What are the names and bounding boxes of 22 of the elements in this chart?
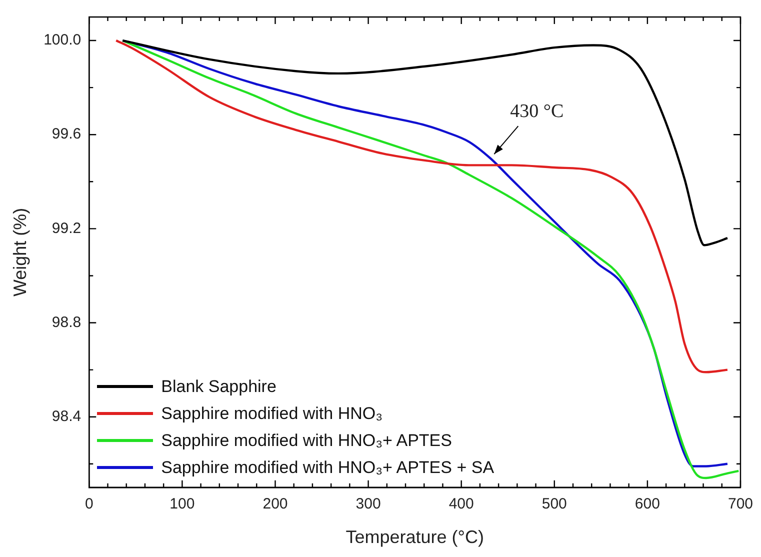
x-tick-label: 600 bbox=[634, 496, 660, 513]
y-tick-label: 100.0 bbox=[44, 32, 82, 49]
line-series bbox=[115, 39, 729, 374]
x-tick-label: 700 bbox=[728, 496, 753, 513]
x-tick-label: 300 bbox=[356, 496, 381, 513]
line-series bbox=[122, 39, 729, 246]
y-tick-label: 99.2 bbox=[52, 220, 82, 237]
legend-label: Sapphire modified with HNO₃+ APTES bbox=[161, 430, 452, 452]
x-tick-label: 500 bbox=[542, 496, 567, 513]
y-tick-label: 99.6 bbox=[52, 126, 82, 143]
x-tick-label: 100 bbox=[170, 496, 195, 513]
y-axis-title: Weight (%) bbox=[10, 208, 30, 297]
x-tick-label: 200 bbox=[262, 496, 288, 513]
legend-label: Blank Sapphire bbox=[161, 376, 276, 398]
annotation: 430 °C bbox=[510, 101, 564, 122]
x-tick-label: 0 bbox=[84, 496, 94, 513]
legend-label: Sapphire modified with HNO₃+ APTES + SA bbox=[161, 457, 494, 480]
y-tick-label: 98.8 bbox=[52, 314, 82, 331]
x-tick-label: 400 bbox=[448, 496, 474, 513]
y-tick-label: 98.4 bbox=[52, 408, 82, 425]
x-axis-title: Temperature (°C) bbox=[346, 527, 484, 548]
legend-label: Sapphire modified with HNO₃ bbox=[161, 403, 383, 426]
